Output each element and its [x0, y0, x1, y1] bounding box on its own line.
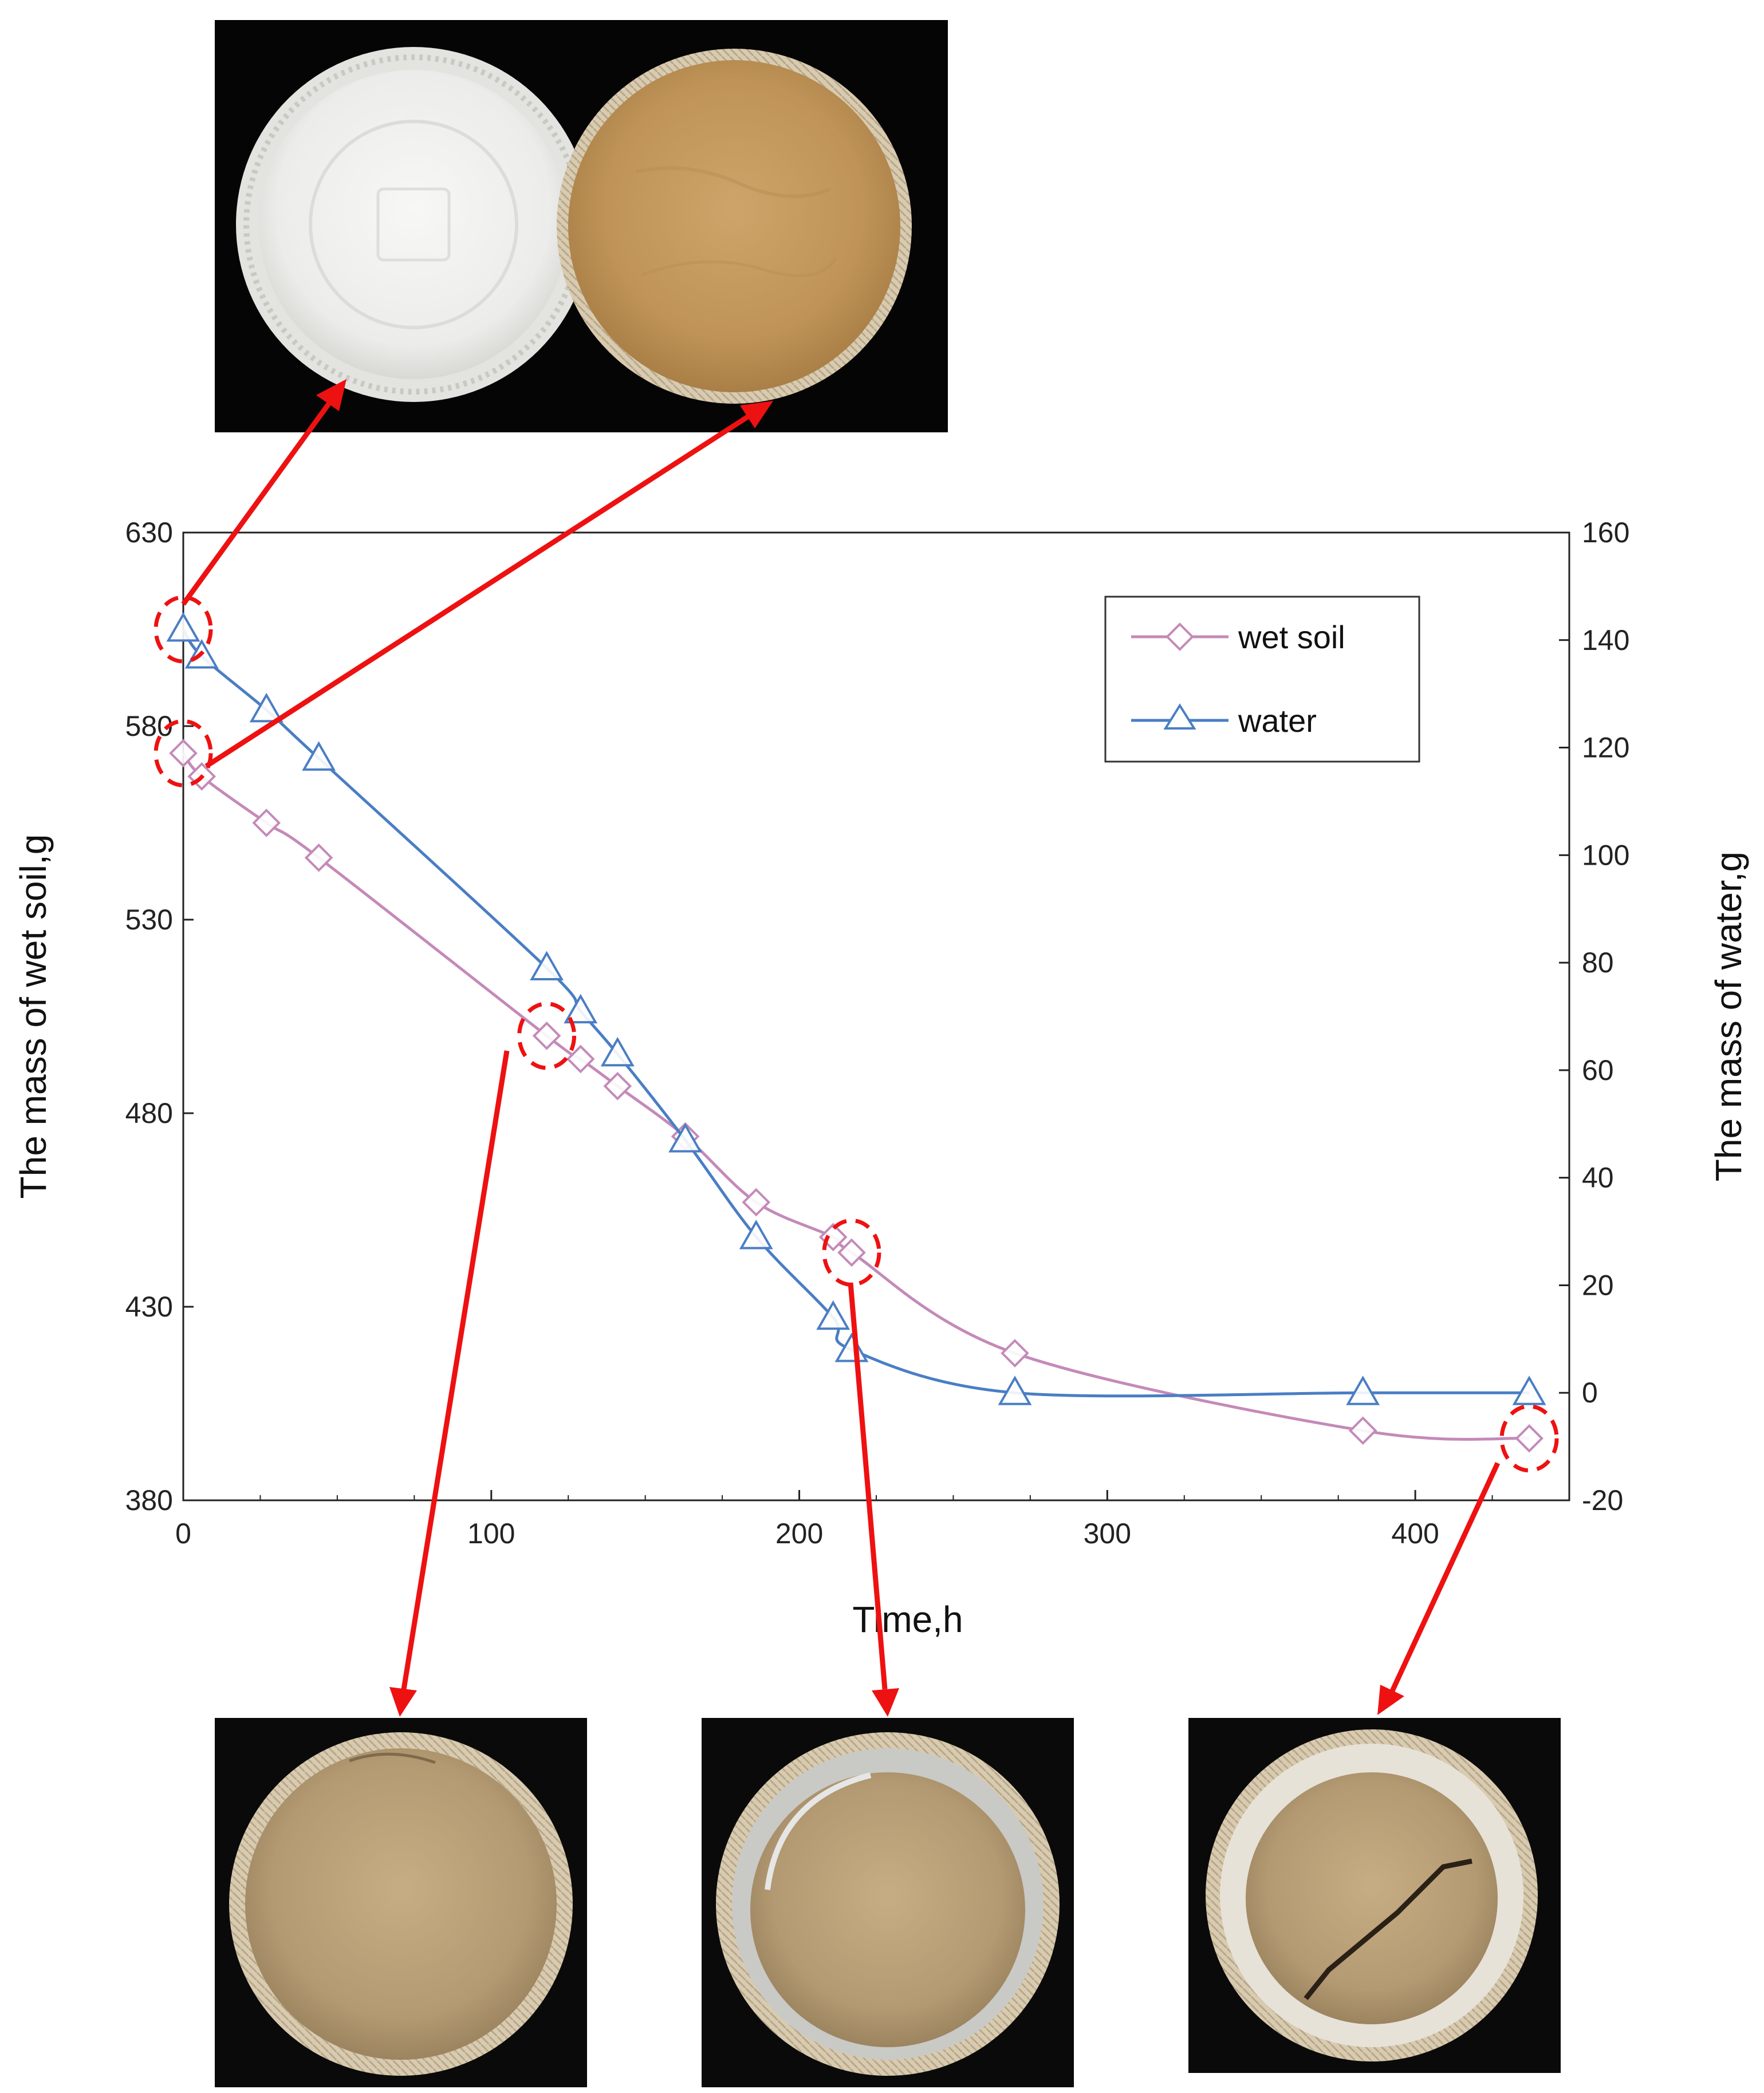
- data-point-wet-soil: [532, 1021, 561, 1050]
- left-y-axis-ticks: 380 430 480 530 580 630: [125, 517, 194, 1516]
- chart: 0 100 200 300 400 380 430 480 530 580 630 -20 0 20 4…: [13, 517, 1749, 1640]
- right-y-tick-label: 40: [1582, 1162, 1614, 1194]
- annotation-arrows: [181, 379, 1501, 1717]
- x-tick-label: 300: [1084, 1517, 1131, 1550]
- photo-soil-118h: [215, 1718, 587, 2087]
- right-y-tick-label: 60: [1582, 1054, 1614, 1086]
- data-point-wet-soil: [252, 809, 281, 837]
- data-point-water: [1346, 1375, 1380, 1405]
- highlight-circle: [517, 1002, 577, 1070]
- arrow-to-empty-plate: [181, 379, 346, 606]
- data-point-wet-soil: [169, 739, 198, 768]
- photo-top: [215, 20, 948, 432]
- photo-soil-437h: [1188, 1718, 1561, 2073]
- data-point-water: [816, 1300, 850, 1330]
- right-y-axis-ticks: -20 0 20 40 60 80 100 120 140 160: [1559, 517, 1629, 1516]
- highlight-circle: [822, 1218, 881, 1287]
- left-y-tick-label: 630: [125, 517, 173, 549]
- highlight-circle: [153, 595, 213, 664]
- data-point-wet-soil: [818, 1223, 848, 1252]
- data-point-water: [998, 1375, 1032, 1405]
- right-y-tick-label: 20: [1582, 1269, 1614, 1301]
- right-y-tick-label: 80: [1582, 947, 1614, 979]
- data-point-wet-soil: [566, 1044, 595, 1074]
- left-y-axis-title: The mass of wet soil,g: [13, 834, 54, 1199]
- highlight-circle: [1499, 1404, 1559, 1473]
- x-tick-label: 0: [175, 1517, 191, 1550]
- data-point-water: [166, 612, 200, 642]
- x-axis-title: Time,h: [852, 1599, 963, 1640]
- data-point-wet-soil: [1001, 1339, 1029, 1367]
- data-point-water: [302, 741, 336, 771]
- x-tick-label: 200: [775, 1517, 823, 1550]
- data-point-wet-soil: [1348, 1416, 1377, 1445]
- highlight-circle: [153, 719, 213, 787]
- data-point-water: [530, 951, 564, 980]
- right-y-tick-label: 120: [1582, 732, 1629, 764]
- legend-marker-water: [1163, 703, 1196, 730]
- data-point-wet-soil: [603, 1071, 632, 1101]
- left-y-tick-label: 580: [125, 710, 173, 742]
- right-y-axis-title: The mass of water,g: [1708, 852, 1749, 1181]
- legend-marker-wet-soil: [1166, 622, 1194, 651]
- arrow-to-photo-437h: [1377, 1462, 1501, 1715]
- data-point-water: [1512, 1375, 1546, 1405]
- data-point-wet-soil: [742, 1188, 771, 1217]
- right-y-tick-label: 140: [1582, 624, 1629, 656]
- right-y-tick-label: 0: [1582, 1377, 1598, 1409]
- series-water: [166, 612, 1546, 1405]
- arrow-to-photo-118h: [389, 1050, 510, 1717]
- left-y-tick-label: 480: [125, 1097, 173, 1129]
- legend-label-wet-soil: wet soil: [1238, 619, 1345, 655]
- arrow-to-wet-soil-plate: [204, 401, 773, 768]
- legend: wet soil water: [1104, 596, 1420, 763]
- photo-wet-soil-plate: [557, 49, 912, 404]
- data-point-water: [739, 1219, 773, 1250]
- data-point-water: [564, 994, 598, 1024]
- right-y-tick-label: 100: [1582, 839, 1629, 871]
- right-y-tick-label: 160: [1582, 517, 1629, 549]
- left-y-tick-label: 430: [125, 1291, 173, 1323]
- x-axis-ticks: 0 100 200 300 400: [175, 1490, 1493, 1550]
- left-y-tick-label: 530: [125, 904, 173, 936]
- data-point-wet-soil: [837, 1238, 866, 1267]
- photo-soil-217h: [702, 1718, 1074, 2087]
- legend-box: [1104, 596, 1420, 763]
- right-y-tick-label: -20: [1582, 1484, 1623, 1516]
- data-point-water: [249, 692, 284, 723]
- left-y-tick-label: 380: [125, 1484, 173, 1516]
- photo-empty-plate: [236, 47, 591, 402]
- arrow-to-photo-217h: [848, 1282, 899, 1717]
- annotation-layer: [153, 595, 1559, 1473]
- series-wet-soil: [169, 739, 1544, 1453]
- legend-label-water: water: [1238, 703, 1317, 739]
- series-layer: [166, 612, 1546, 1453]
- data-point-wet-soil: [1515, 1424, 1544, 1453]
- data-point-water: [600, 1036, 635, 1067]
- x-tick-label: 400: [1391, 1517, 1439, 1550]
- data-point-water: [668, 1122, 703, 1153]
- x-tick-label: 100: [467, 1517, 515, 1550]
- data-point-wet-soil: [304, 843, 333, 872]
